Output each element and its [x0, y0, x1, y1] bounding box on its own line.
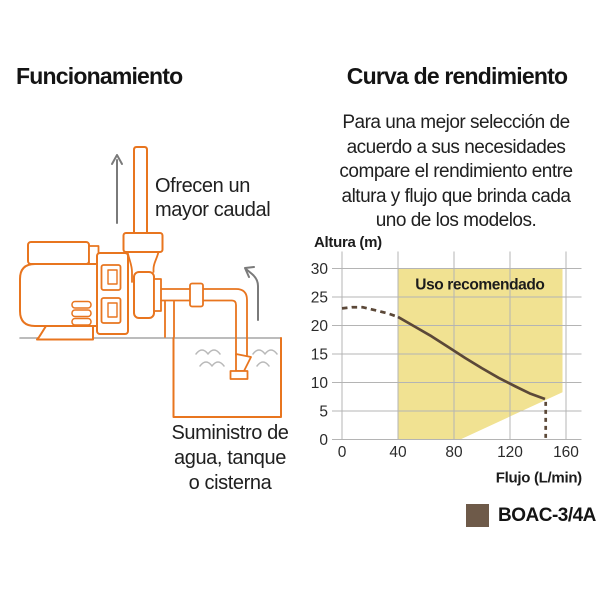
- y-tick-label: 5: [319, 403, 328, 420]
- suction-pipe-outer: [160, 288, 248, 356]
- x-tick-label: 160: [553, 444, 579, 461]
- pipe-support: [164, 300, 175, 338]
- flow-note-line: mayor caudal: [155, 198, 271, 221]
- discharge-coupling: [122, 232, 164, 253]
- intro-line: acuerdo a sus necesidades: [346, 136, 566, 158]
- up-arrow-icon: [111, 154, 123, 224]
- supply-note-line: o cisterna: [188, 472, 272, 494]
- legend: BOAC-3/4A: [466, 504, 596, 527]
- pump-curve: [397, 315, 546, 401]
- pump-volute: [133, 271, 155, 319]
- x-tick-label: 40: [389, 444, 407, 461]
- pump-curve-dashed-lead: [341, 305, 399, 319]
- tank-outline: [172, 337, 282, 418]
- intro-line: compare el rendimiento entre: [339, 161, 573, 182]
- y-tick-label: 20: [311, 318, 329, 335]
- y-tick-label: 25: [311, 289, 328, 306]
- flow-note: Ofrecen un mayor caudal: [155, 175, 271, 222]
- pump-foot: [36, 325, 94, 341]
- y-axis-label: Altura (m): [314, 234, 382, 251]
- bracket-windows: [100, 264, 122, 324]
- foot-valve-flap: [235, 353, 252, 372]
- legend-label: BOAC-3/4A: [498, 504, 596, 526]
- flow-note-line: Ofrecen un: [155, 175, 250, 197]
- right-section-title: Curva de rendimiento: [346, 63, 568, 89]
- y-tick-label: 15: [311, 346, 328, 363]
- intro-line: uno de los modelos.: [375, 210, 537, 231]
- foot-valve-cap: [229, 370, 249, 380]
- curved-up-arrow-icon: [244, 266, 259, 321]
- region-label: Uso recomendado: [415, 276, 544, 293]
- suction-pipe-inner: [160, 299, 237, 356]
- outlet-flange: [153, 278, 162, 312]
- y-tick-label: 0: [319, 432, 328, 449]
- supply-note-line: Suministro de: [171, 422, 289, 444]
- x-tick-label: 120: [497, 444, 523, 461]
- performance-chart: Uso recomendado 0 5 10 15 20 25 30 0 40 80 120 160 Al…: [311, 234, 583, 487]
- left-section-title: Funcionamiento: [16, 63, 183, 89]
- intro-text: Para una mejor selección de acuerdo a su…: [316, 111, 596, 234]
- y-tick-label: 10: [311, 375, 329, 392]
- intro-line: altura y flujo que brinda cada: [341, 185, 572, 207]
- discharge-pipe: [133, 146, 148, 234]
- supply-note: Suministro de agua, tanque o cisterna: [147, 421, 313, 496]
- pipe-union: [189, 282, 204, 308]
- gooseneck-right: [152, 251, 160, 273]
- chart-grid: [332, 251, 582, 440]
- y-tick-label: 30: [311, 261, 329, 278]
- x-tick-label: 0: [338, 444, 347, 461]
- x-tick-label: 80: [445, 444, 463, 461]
- legend-swatch: [466, 504, 489, 527]
- motor-cap: [27, 241, 90, 265]
- pump-illustration: [19, 146, 282, 418]
- x-axis-label: Flujo (L/min): [496, 470, 582, 487]
- supply-note-line: agua, tanque: [174, 447, 286, 469]
- gooseneck-left: [126, 251, 133, 283]
- water-waves-icon: [195, 349, 278, 367]
- intro-line: Para una mejor selección de: [342, 112, 570, 133]
